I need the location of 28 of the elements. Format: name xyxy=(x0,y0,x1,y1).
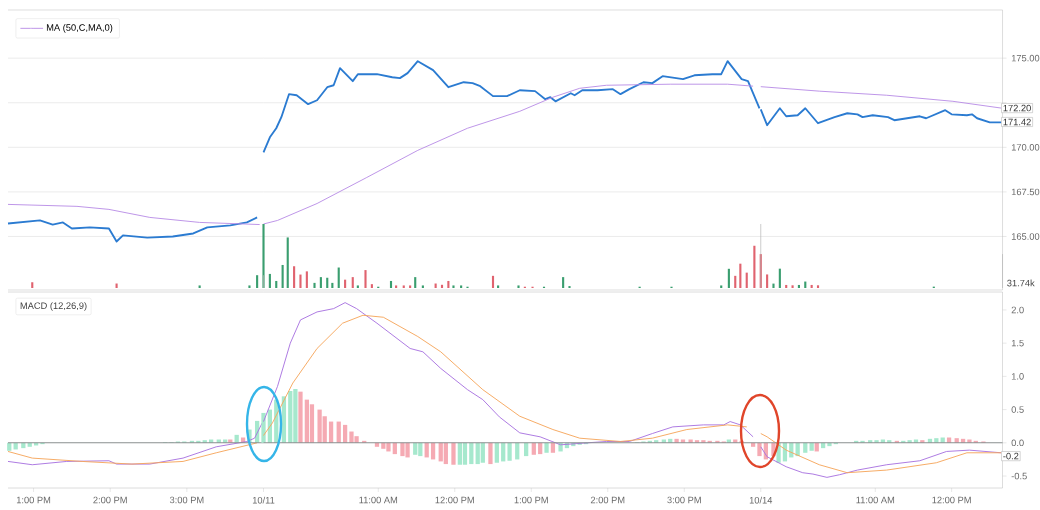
y-tick-label: 175.00 xyxy=(1011,54,1040,62)
y-tick-label: 2.0 xyxy=(1011,306,1024,314)
x-tick-label: 10/11 xyxy=(252,496,275,504)
x-tick-label: 12:00 PM xyxy=(932,496,971,504)
x-tick-label: 3:00 PM xyxy=(169,496,204,504)
y-tick-label: 167.50 xyxy=(1011,188,1040,196)
annotation: 171.42 xyxy=(1003,118,1031,126)
y-tick-label: 170.00 xyxy=(1011,144,1040,151)
y-tick-label: 1.5 xyxy=(1011,339,1024,347)
x-tick-label: 2:00 PM xyxy=(93,496,127,504)
x-tick-label: 1:00 PM xyxy=(16,496,51,504)
y-tick-label: -0.5 xyxy=(1011,472,1027,480)
x-tick-label: 1:00 PM xyxy=(514,496,548,504)
y-tick-label: 0.5 xyxy=(1011,406,1024,413)
legend-label: MA (50,C,MA,0) xyxy=(46,23,113,33)
x-tick-label: 2:00 PM xyxy=(590,496,625,504)
x-tick-label: 12:00 PM xyxy=(435,496,474,504)
y-tick-label: 165.00 xyxy=(1011,233,1040,240)
y-tick-label: 0.0 xyxy=(1011,439,1024,447)
annotation: 172.20 xyxy=(1003,104,1031,112)
annotation: -0.2 xyxy=(1003,452,1019,460)
x-tick-label: 11:00 AM xyxy=(359,496,398,504)
x-tick-label: 3:00 PM xyxy=(667,496,701,504)
x-tick-label: 11:00 AM xyxy=(856,496,895,504)
text: MACD (12,26,9) xyxy=(20,302,87,311)
text: 31.74k xyxy=(1007,279,1035,287)
y-tick-label: 1.0 xyxy=(1011,373,1024,380)
x-tick-label: 10/14 xyxy=(749,496,773,504)
